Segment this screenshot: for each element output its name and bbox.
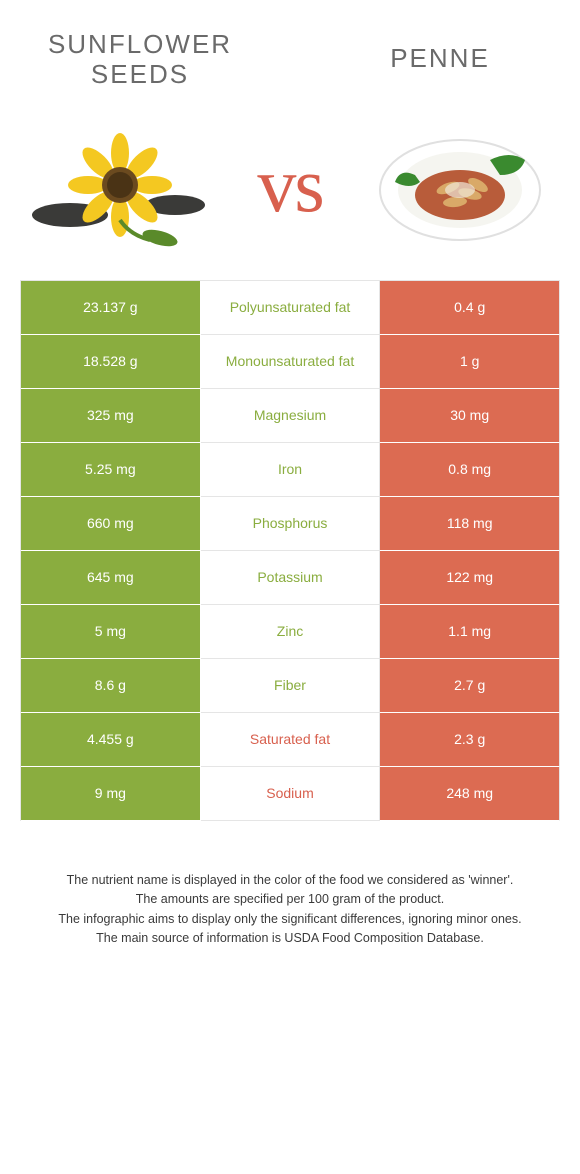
nutrient-label: Phosphorus: [201, 497, 381, 551]
right-food-image: [360, 120, 560, 250]
left-value: 4.455 g: [21, 713, 201, 767]
nutrient-row: 18.528 gMonounsaturated fat1 g: [21, 335, 560, 389]
header-left: Sunflower seeds: [20, 30, 260, 90]
left-value: 660 mg: [21, 497, 201, 551]
nutrient-row: 23.137 gPolyunsaturated fat0.4 g: [21, 281, 560, 335]
penne-icon: [360, 120, 560, 250]
left-title-line1: Sunflower: [48, 29, 232, 59]
right-value: 1.1 mg: [380, 605, 560, 659]
left-value: 23.137 g: [21, 281, 201, 335]
right-value: 248 mg: [380, 767, 560, 821]
nutrient-row: 8.6 gFiber2.7 g: [21, 659, 560, 713]
right-value: 2.3 g: [380, 713, 560, 767]
right-value: 0.4 g: [380, 281, 560, 335]
vs-label: vs: [257, 140, 322, 230]
infographic-container: Sunflower seeds Penne: [0, 0, 580, 968]
nutrient-label: Iron: [201, 443, 381, 497]
header: Sunflower seeds Penne: [20, 30, 560, 90]
nutrient-row: 4.455 gSaturated fat2.3 g: [21, 713, 560, 767]
nutrient-row: 325 mgMagnesium30 mg: [21, 389, 560, 443]
nutrient-row: 9 mgSodium248 mg: [21, 767, 560, 821]
left-value: 18.528 g: [21, 335, 201, 389]
right-value: 2.7 g: [380, 659, 560, 713]
nutrient-row: 660 mgPhosphorus118 mg: [21, 497, 560, 551]
left-food-image: [20, 120, 220, 250]
footnote: The nutrient name is displayed in the co…: [20, 871, 560, 949]
nutrient-label: Potassium: [201, 551, 381, 605]
left-value: 8.6 g: [21, 659, 201, 713]
nutrient-row: 645 mgPotassium122 mg: [21, 551, 560, 605]
nutrient-table: 23.137 gPolyunsaturated fat0.4 g18.528 g…: [20, 280, 560, 821]
left-value: 5 mg: [21, 605, 201, 659]
left-food-title: Sunflower seeds: [20, 30, 260, 90]
nutrient-label: Magnesium: [201, 389, 381, 443]
footnote-line-1: The nutrient name is displayed in the co…: [30, 871, 550, 890]
right-food-title: Penne: [320, 44, 560, 74]
right-value: 30 mg: [380, 389, 560, 443]
images-row: vs: [20, 120, 560, 250]
sunflower-icon: [20, 120, 220, 250]
nutrient-row: 5.25 mgIron0.8 mg: [21, 443, 560, 497]
header-right: Penne: [320, 30, 560, 74]
footnote-line-2: The amounts are specified per 100 gram o…: [30, 890, 550, 909]
nutrient-label: Sodium: [201, 767, 381, 821]
left-value: 9 mg: [21, 767, 201, 821]
right-value: 1 g: [380, 335, 560, 389]
left-value: 645 mg: [21, 551, 201, 605]
nutrient-row: 5 mgZinc1.1 mg: [21, 605, 560, 659]
nutrient-label: Saturated fat: [201, 713, 381, 767]
nutrient-label: Zinc: [201, 605, 381, 659]
right-value: 0.8 mg: [380, 443, 560, 497]
nutrient-label: Polyunsaturated fat: [201, 281, 381, 335]
left-value: 5.25 mg: [21, 443, 201, 497]
right-value: 118 mg: [380, 497, 560, 551]
nutrient-label: Monounsaturated fat: [201, 335, 381, 389]
left-title-line2: seeds: [91, 59, 189, 89]
nutrient-label: Fiber: [201, 659, 381, 713]
left-value: 325 mg: [21, 389, 201, 443]
footnote-line-4: The main source of information is USDA F…: [30, 929, 550, 948]
right-value: 122 mg: [380, 551, 560, 605]
footnote-line-3: The infographic aims to display only the…: [30, 910, 550, 929]
